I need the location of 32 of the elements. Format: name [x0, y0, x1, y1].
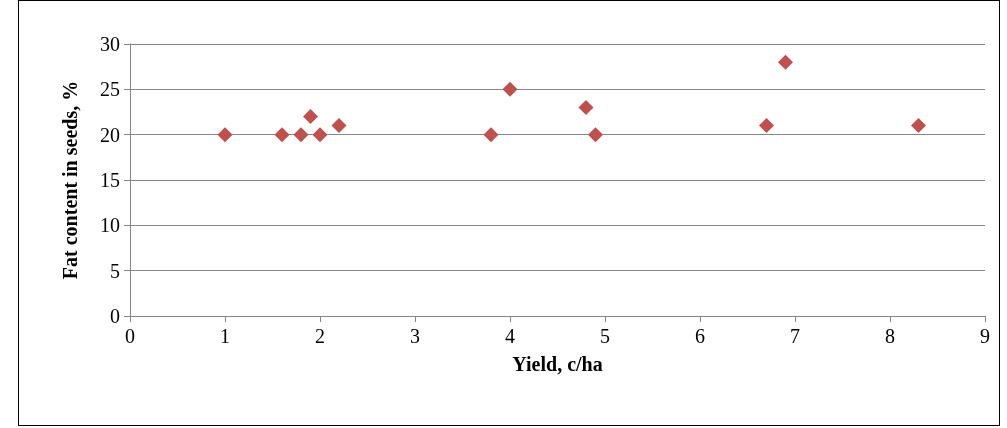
point [759, 118, 774, 134]
y-tick-label: 25 [100, 78, 120, 101]
point [312, 127, 328, 143]
point [578, 99, 594, 115]
x-tick-label: 9 [980, 325, 990, 347]
x-tick-label: 3 [410, 325, 420, 347]
x-tick-label: 7 [790, 325, 800, 347]
point [274, 127, 290, 143]
y-axis-title: Fat content in seeds, % [59, 80, 81, 280]
x-tick-label: 4 [505, 325, 515, 347]
y-tick-label: 0 [110, 305, 120, 327]
y-tick-label: 10 [100, 214, 120, 237]
x-tick-label: 5 [600, 325, 610, 347]
y-tick-label: 20 [100, 123, 120, 146]
point [502, 81, 518, 97]
y-tick-label: 15 [100, 169, 120, 191]
point [331, 118, 347, 134]
y-tick-label: 5 [110, 259, 120, 282]
point [588, 127, 603, 143]
x-tick-label: 6 [695, 325, 705, 347]
point [217, 127, 233, 143]
point [483, 127, 499, 143]
x-tick-label: 1 [220, 325, 230, 347]
point [778, 54, 793, 70]
y-tick-label: 30 [100, 33, 120, 55]
x-tick-label: 8 [885, 325, 895, 347]
point [293, 127, 309, 143]
x-tick-label: 2 [315, 325, 325, 347]
point [303, 109, 318, 125]
x-axis-title: Yield, c/ha [512, 353, 603, 375]
x-tick-label: 0 [125, 325, 135, 347]
point [911, 118, 926, 134]
